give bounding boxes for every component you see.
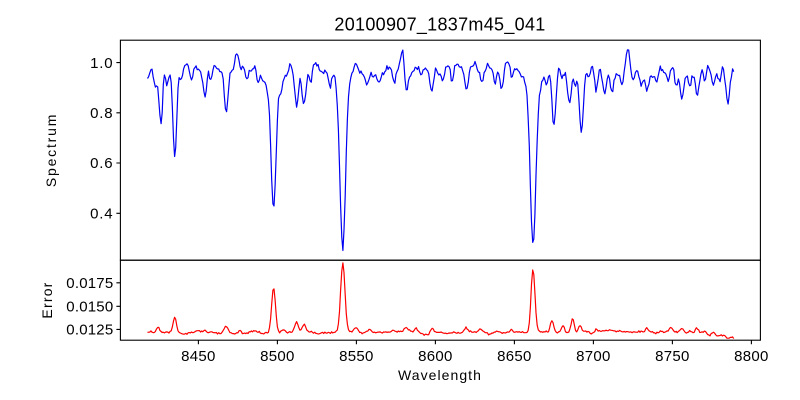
svg-text:20100907_1837m45_041: 20100907_1837m45_041: [334, 15, 545, 36]
svg-text:8800: 8800: [734, 348, 769, 365]
svg-text:8650: 8650: [497, 348, 532, 365]
svg-text:1.0: 1.0: [90, 55, 113, 72]
svg-text:8600: 8600: [418, 348, 453, 365]
svg-text:8750: 8750: [655, 348, 690, 365]
svg-text:0.8: 0.8: [90, 105, 113, 122]
svg-text:0.0150: 0.0150: [66, 299, 113, 316]
svg-text:Spectrum: Spectrum: [43, 113, 59, 187]
svg-text:8450: 8450: [181, 348, 216, 365]
svg-text:0.0125: 0.0125: [66, 322, 113, 339]
svg-text:8700: 8700: [576, 348, 611, 365]
svg-text:Error: Error: [39, 281, 55, 318]
svg-text:0.0175: 0.0175: [66, 275, 113, 292]
svg-text:Wavelength: Wavelength: [398, 367, 482, 383]
svg-text:0.6: 0.6: [90, 155, 113, 172]
svg-text:0.4: 0.4: [90, 206, 113, 223]
svg-text:8550: 8550: [339, 348, 374, 365]
svg-text:8500: 8500: [260, 348, 295, 365]
